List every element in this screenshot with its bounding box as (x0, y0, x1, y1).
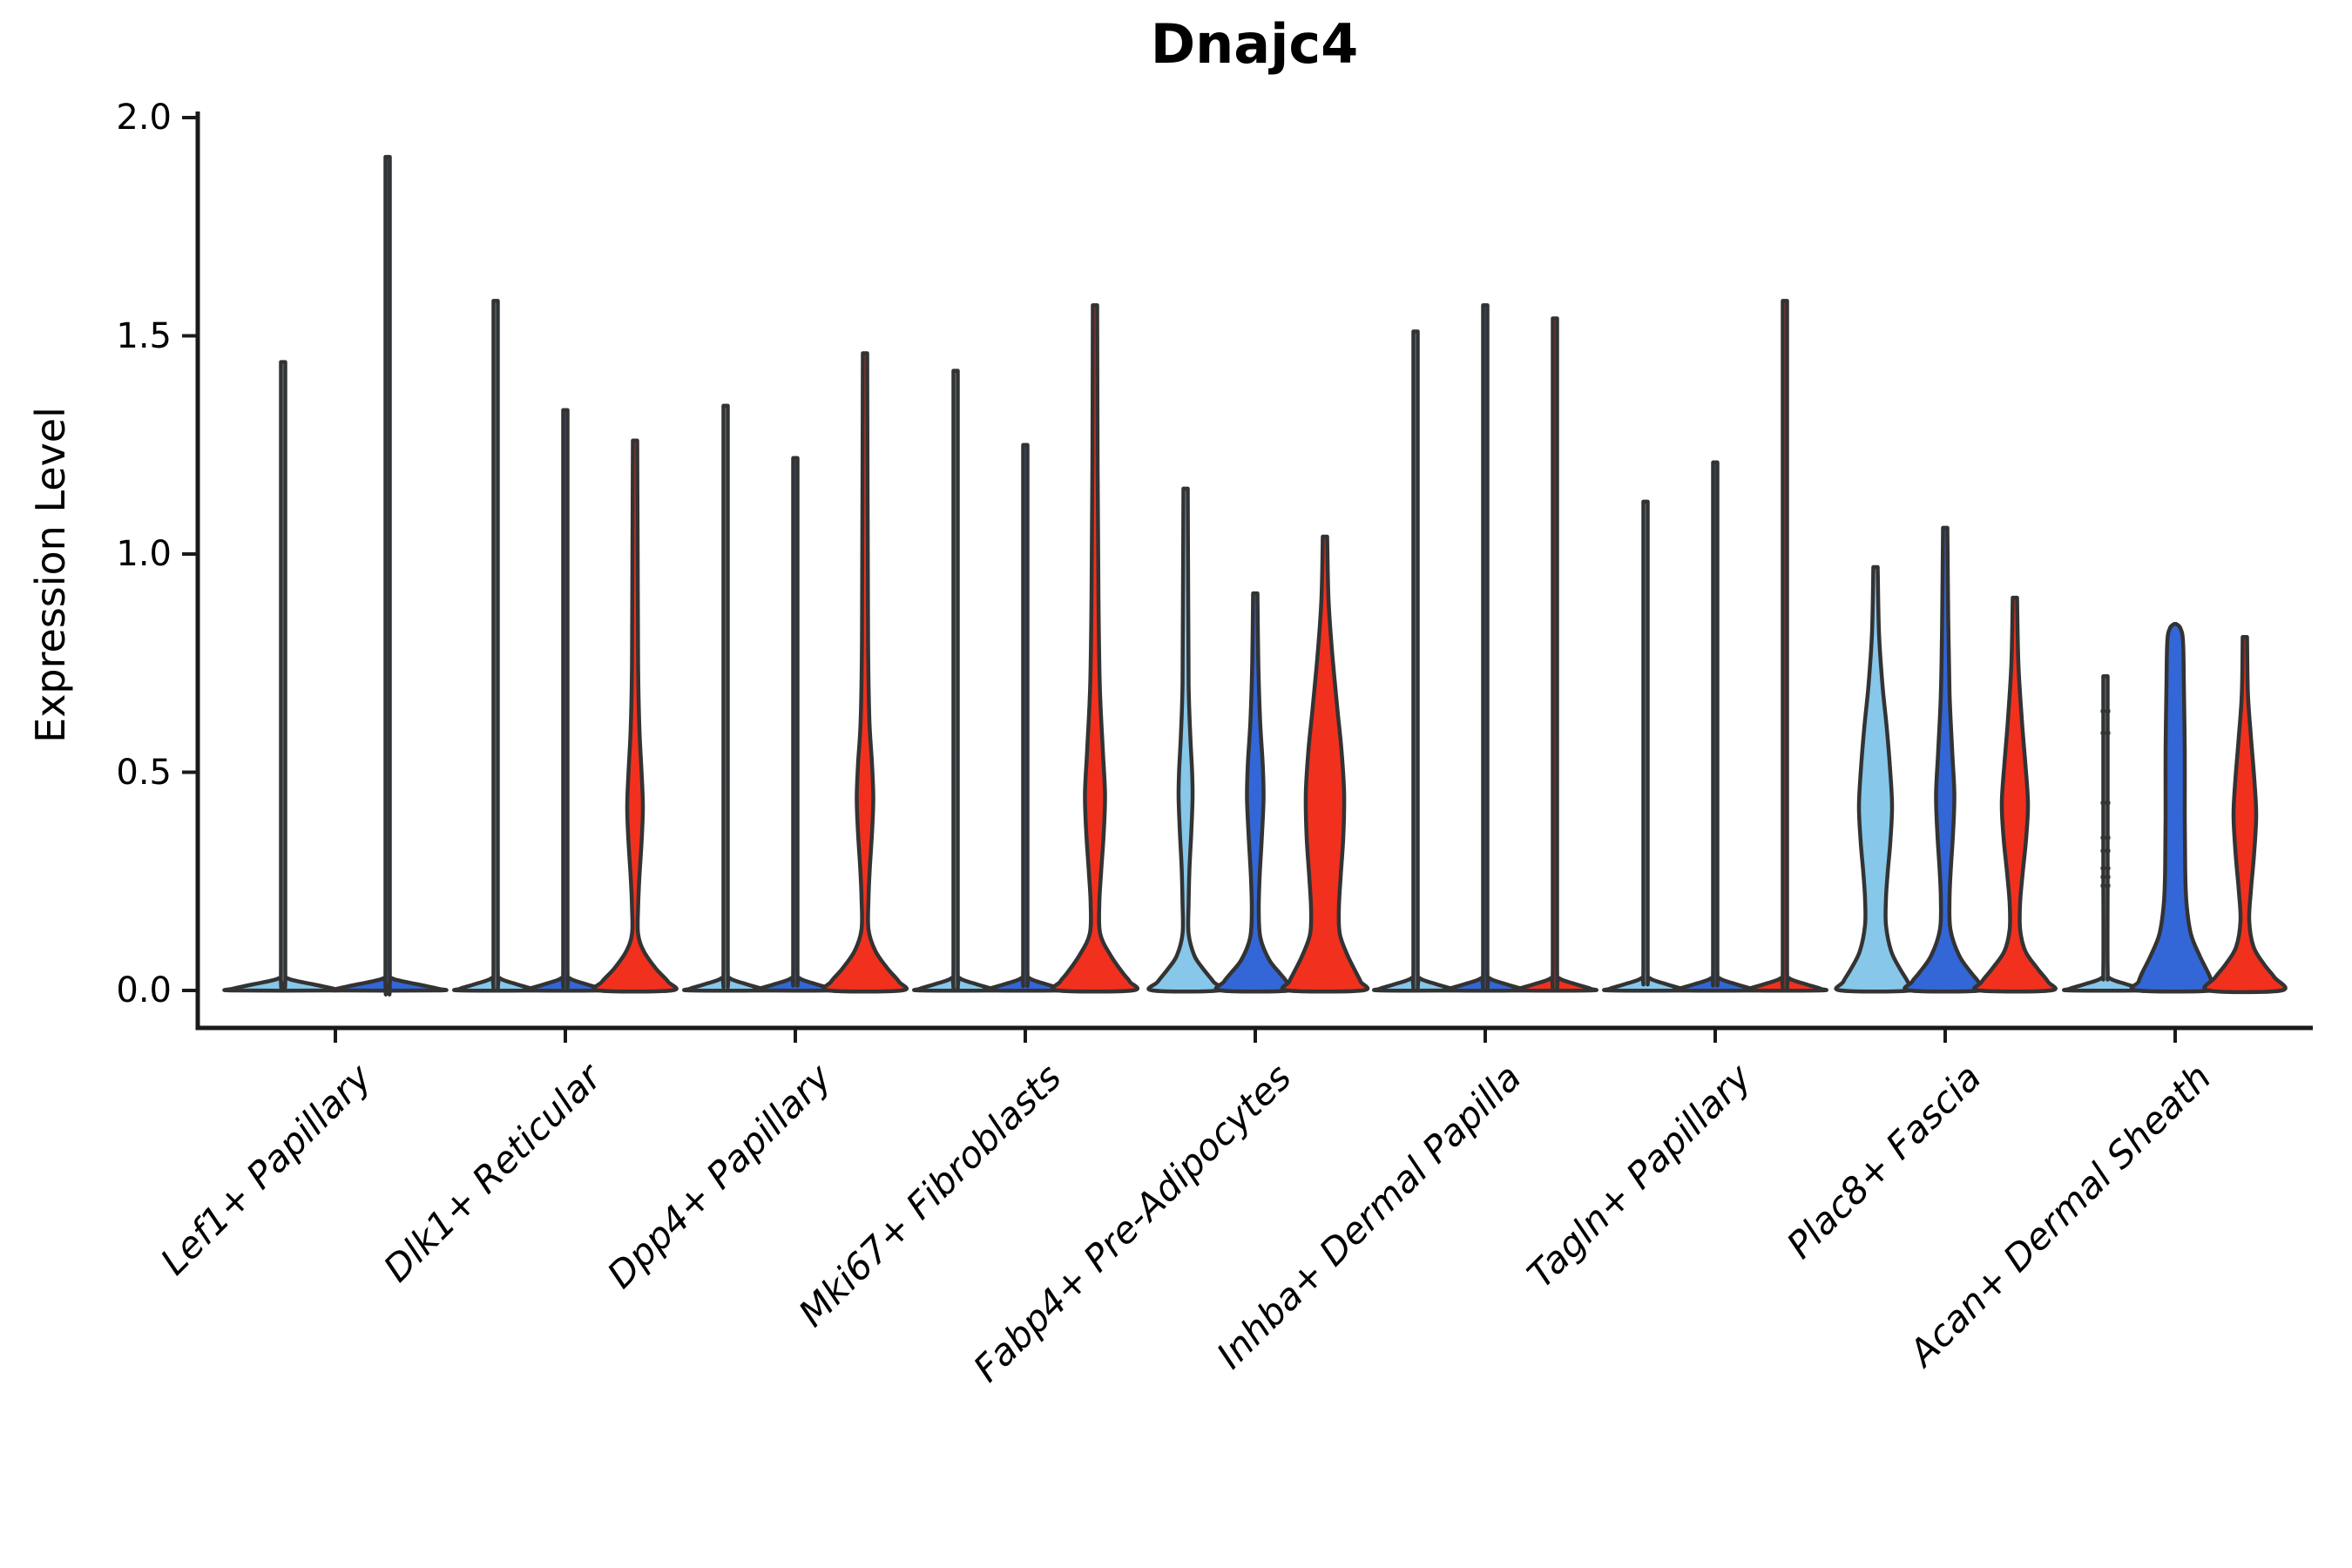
violin-dpp4-papillary-lightblue (682, 403, 769, 993)
violin-point-dash (2100, 883, 2111, 888)
violin-acan-dermal-sheath-blue (2129, 621, 2221, 994)
violin-point-dash (2100, 866, 2111, 870)
violin-fabp4-pre-adipocytes-red (1280, 534, 1370, 994)
violin-dpp4-papillary-red (821, 351, 909, 994)
violin-point-dash (2100, 709, 2111, 713)
y-tick-label: 0.0 (116, 970, 172, 1010)
violin-point-dash (2100, 875, 2111, 879)
violin-point-dash (2100, 731, 2111, 735)
chart-title: Dnajc4 (1150, 12, 1359, 76)
violin-plac8-fascia-red (1972, 595, 2058, 994)
y-tick-label: 1.0 (116, 534, 172, 574)
y-tick-label: 0.5 (116, 752, 172, 793)
violin-point-dash (2100, 848, 2111, 853)
violin-fabp4-pre-adipocytes-blue (1213, 591, 1297, 994)
violin-lef1-papillary-blue (327, 154, 449, 997)
violin-acan-dermal-sheath-lightblue (2062, 674, 2149, 993)
violin-plac8-fascia-blue (1903, 525, 1988, 994)
violin-plac8-fascia-lightblue (1834, 564, 1917, 994)
violin-tagln-papillary-red (1741, 299, 1828, 993)
y-tick-label: 2.0 (116, 98, 172, 138)
violin-fabp4-pre-adipocytes-lightblue (1146, 486, 1225, 994)
violin-inhba-dermal-papilla-blue (1442, 303, 1529, 993)
violin-point-dash (2100, 801, 2111, 805)
violin-point-dash (2100, 835, 2111, 840)
violin-dlk1-reticular-blue (522, 408, 609, 993)
y-tick-label: 1.5 (116, 315, 172, 356)
violin-inhba-dermal-papilla-lightblue (1372, 329, 1459, 993)
violin-inhba-dermal-papilla-red (1511, 316, 1598, 993)
violin-mki67-fibroblasts-blue (982, 443, 1069, 993)
violin-dpp4-papillary-blue (752, 456, 839, 993)
violin-dlk1-reticular-red (591, 438, 679, 994)
violin-tagln-papillary-blue (1672, 460, 1759, 993)
violin-dlk1-reticular-lightblue (452, 299, 539, 993)
violin-mki67-fibroblasts-lightblue (912, 368, 999, 993)
violin-tagln-papillary-lightblue (1602, 499, 1689, 993)
violin-acan-dermal-sheath-red (2202, 634, 2288, 995)
violin-mki67-fibroblasts-red (1051, 303, 1139, 994)
violin-lef1-papillary-lightblue (222, 360, 344, 993)
